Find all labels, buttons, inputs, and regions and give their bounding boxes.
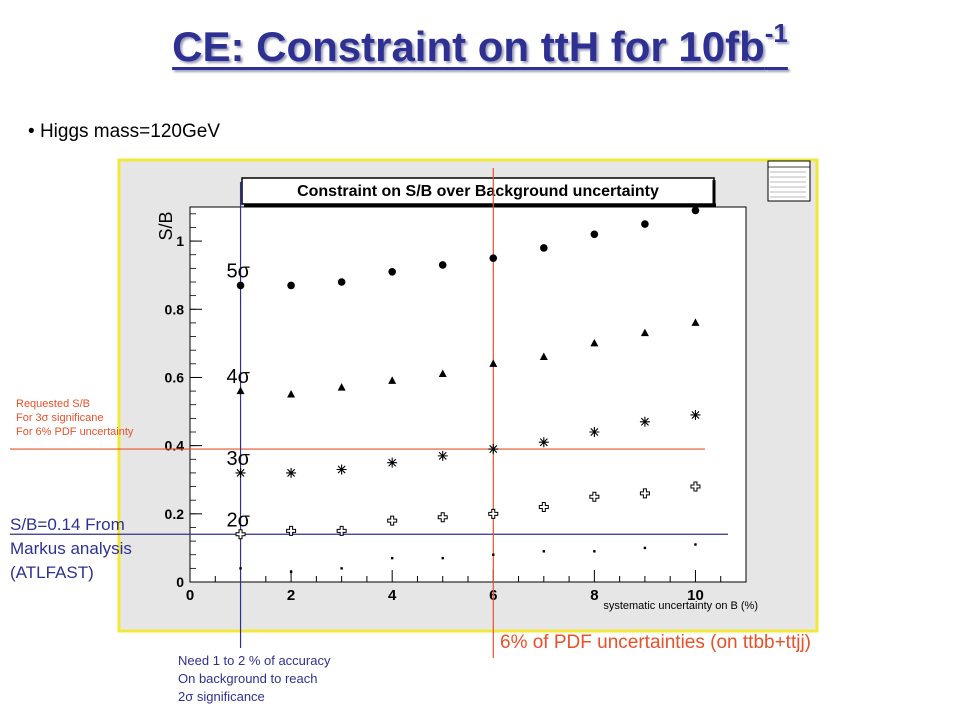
data-point-dot xyxy=(390,556,394,560)
data-point-circle xyxy=(691,206,700,215)
requested-note-line: Requested S/B xyxy=(16,398,90,410)
pdf-uncertainty-note: 6% of PDF uncertainties (on ttbb+ttjj) xyxy=(500,632,812,653)
data-point-star xyxy=(690,409,701,420)
data-point-circle xyxy=(540,244,548,252)
accuracy-note-line: On background to reach xyxy=(178,671,318,686)
y-tick-label: 0.8 xyxy=(165,301,185,317)
sb-note-line: (ATLFAST) xyxy=(10,563,94,582)
accuracy-note: Need 1 to 2 % of accuracy On background … xyxy=(178,652,330,706)
data-point-circle xyxy=(590,230,599,239)
data-point-star xyxy=(387,457,398,468)
data-point-triangle xyxy=(691,318,700,326)
plot-area xyxy=(189,206,747,583)
data-point-open-cross xyxy=(639,488,650,499)
data-point-triangle xyxy=(337,383,346,391)
data-point-circle xyxy=(236,281,245,290)
data-point-star xyxy=(538,437,549,448)
data-point-dot xyxy=(441,556,444,560)
data-point-circle xyxy=(388,267,396,276)
slide-title-superscript: -1 xyxy=(764,18,788,48)
data-point-open-cross xyxy=(538,502,549,512)
data-marks xyxy=(235,206,701,573)
y-tick-label: 1 xyxy=(176,233,184,249)
data-point-open-cross xyxy=(437,512,448,523)
data-point-triangle xyxy=(236,386,245,395)
sb-note-line: S/B=0.14 From xyxy=(10,515,125,534)
x-tick-label: 4 xyxy=(388,587,397,604)
data-point-triangle xyxy=(539,352,548,360)
x-tick-label: 10 xyxy=(687,587,704,604)
data-point-dot xyxy=(643,546,647,550)
data-point-triangle xyxy=(640,328,649,337)
data-point-open-cross xyxy=(690,481,701,492)
chart-title: Constraint on S/B over Background uncert… xyxy=(297,183,659,200)
series-label: 2σ xyxy=(227,509,251,531)
data-point-star xyxy=(639,416,650,427)
chart-title-box xyxy=(241,177,716,207)
data-point-open-cross xyxy=(488,508,499,519)
data-point-circle xyxy=(337,278,346,286)
slide-title-text: CE: Constraint on ttH for 10fb xyxy=(172,23,765,70)
data-point-circle xyxy=(287,281,295,290)
data-point-triangle xyxy=(590,338,599,347)
data-point-dot xyxy=(340,567,343,570)
requested-note-line: For 3σ significane xyxy=(16,412,104,424)
data-point-dot xyxy=(542,550,546,553)
y-axis-label: S/B xyxy=(156,211,176,240)
data-point-star xyxy=(336,464,347,475)
data-point-open-cross xyxy=(387,515,398,526)
data-point-star xyxy=(286,467,297,478)
data-point-circle xyxy=(641,220,649,228)
accuracy-note-line: 2σ significance xyxy=(178,689,265,704)
requested-note-line: For 6% PDF uncertainty xyxy=(16,426,134,438)
data-point-open-cross xyxy=(336,525,347,536)
data-point-open-cross xyxy=(286,525,297,536)
data-point-triangle xyxy=(287,390,296,398)
data-point-open-cross xyxy=(235,529,246,540)
reference-lines xyxy=(10,168,728,658)
stats-box xyxy=(767,160,811,202)
bullet-text: Higgs mass=120GeV xyxy=(39,121,221,142)
requested-sb-note: Requested S/B For 3σ significane For 6% … xyxy=(16,397,133,439)
sb-note-line: Markus analysis xyxy=(10,539,132,558)
x-axis-label: systematic uncertainty on B (%) xyxy=(603,600,758,612)
slide-title: CE: Constraint on ttH for 10fb-1 xyxy=(0,18,960,71)
data-point-triangle xyxy=(489,359,498,367)
x-tick-label: 8 xyxy=(590,587,598,604)
data-point-star xyxy=(235,467,246,478)
series-labels: 5σ 4σ 3σ 2σ xyxy=(227,260,251,531)
series-label: 5σ xyxy=(227,260,251,282)
data-point-dot xyxy=(593,550,596,553)
data-point-circle xyxy=(438,261,447,269)
data-point-star xyxy=(488,444,499,455)
data-point-circle xyxy=(489,254,498,262)
data-point-dot xyxy=(694,543,697,546)
data-point-triangle xyxy=(388,376,397,384)
data-point-star xyxy=(437,450,448,461)
y-tick-label: 0.6 xyxy=(165,369,185,385)
x-tick-label: 2 xyxy=(287,587,295,604)
sb-markus-note: S/B=0.14 From Markus analysis (ATLFAST) xyxy=(10,513,132,585)
bullet-item: • Higgs mass=120GeV xyxy=(28,121,221,142)
y-tick-label: 0 xyxy=(176,574,184,590)
y-tick-label: 0.4 xyxy=(165,438,185,454)
data-point-dot xyxy=(289,570,293,573)
data-point-dot xyxy=(239,567,242,570)
data-point-dot xyxy=(492,553,495,556)
series-label: 3σ xyxy=(227,448,251,470)
x-tick-label: 0 xyxy=(186,587,194,604)
series-label: 4σ xyxy=(227,366,251,388)
y-tick-label: 0.2 xyxy=(165,506,185,522)
data-point-open-cross xyxy=(589,491,600,502)
data-point-triangle xyxy=(438,369,447,378)
data-point-star xyxy=(589,427,600,437)
accuracy-note-line: Need 1 to 2 % of accuracy xyxy=(178,653,331,668)
